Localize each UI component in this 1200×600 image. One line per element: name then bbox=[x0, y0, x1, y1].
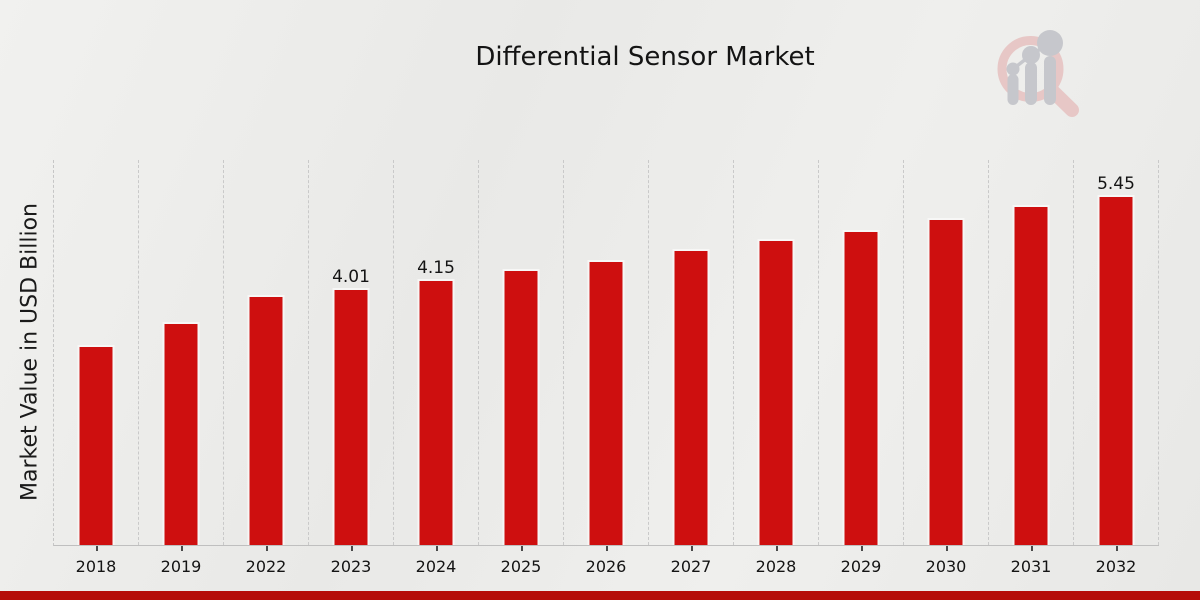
bar-2029 bbox=[842, 229, 880, 545]
x-axis-tick bbox=[861, 546, 863, 551]
bar-2019 bbox=[162, 321, 200, 545]
bar-2023: 4.01 bbox=[332, 267, 370, 545]
x-axis-tick-label: 2022 bbox=[245, 557, 287, 576]
x-axis-tick bbox=[1031, 546, 1033, 551]
category-cell: 2027 bbox=[649, 160, 734, 576]
category-cell: 2031 bbox=[989, 160, 1074, 576]
x-axis-tick bbox=[181, 546, 183, 551]
x-axis-tick bbox=[606, 546, 608, 551]
x-axis-tick-label: 2023 bbox=[330, 557, 372, 576]
category-cell: 2018 bbox=[54, 160, 139, 576]
category-cell: 4.01 2023 bbox=[309, 160, 394, 576]
x-axis-tick-label: 2027 bbox=[670, 557, 712, 576]
x-axis-tick-label: 2026 bbox=[585, 557, 627, 576]
x-axis-tick-label: 2019 bbox=[160, 557, 202, 576]
x-axis-tick bbox=[946, 546, 948, 551]
x-axis-tick-label: 2032 bbox=[1095, 557, 1137, 576]
bar-2022 bbox=[247, 295, 285, 545]
bar-2027 bbox=[672, 249, 710, 545]
growth-bars bbox=[1007, 56, 1056, 105]
bar-2032: 5.45 bbox=[1097, 174, 1135, 545]
bar-value-label: 4.15 bbox=[417, 257, 455, 278]
category-cell: 2030 bbox=[904, 160, 989, 576]
x-axis-tick bbox=[266, 546, 268, 551]
x-axis-tick-label: 2028 bbox=[755, 557, 797, 576]
x-axis-tick bbox=[96, 546, 98, 551]
bar-2030 bbox=[927, 218, 965, 545]
category-cell: 2029 bbox=[819, 160, 904, 576]
bar-2026 bbox=[587, 260, 625, 545]
bar-value-label: 4.01 bbox=[332, 266, 370, 287]
category-cell: 2019 bbox=[139, 160, 224, 576]
magnifier-growth-chart-logo-icon bbox=[997, 30, 1079, 117]
bar-2024: 4.15 bbox=[417, 258, 455, 545]
x-axis-tick bbox=[351, 546, 353, 551]
bar-2025 bbox=[502, 269, 540, 545]
x-axis-tick bbox=[1116, 546, 1118, 551]
category-cell: 2026 bbox=[564, 160, 649, 576]
x-axis-tick bbox=[691, 546, 693, 551]
bar-value-label: 5.45 bbox=[1097, 174, 1135, 195]
category-cell: 5.45 2032 bbox=[1074, 160, 1159, 576]
plot-area: 2018 2019 2022 4.01 2023 4.15 2024 2025 2026 2027… bbox=[53, 160, 1159, 576]
bar-2028 bbox=[757, 238, 795, 545]
x-axis-tick bbox=[436, 546, 438, 551]
y-axis-label: Market Value in USD Billion bbox=[17, 202, 43, 502]
category-cell: 2025 bbox=[479, 160, 564, 576]
category-cell: 2028 bbox=[734, 160, 819, 576]
x-axis-tick-label: 2031 bbox=[1010, 557, 1052, 576]
x-axis-tick-label: 2024 bbox=[415, 557, 457, 576]
bar-2031 bbox=[1012, 204, 1050, 545]
x-axis-tick-label: 2030 bbox=[925, 557, 967, 576]
x-axis-tick-label: 2025 bbox=[500, 557, 542, 576]
growth-line bbox=[1006, 30, 1063, 76]
x-axis-tick bbox=[776, 546, 778, 551]
x-axis-tick-label: 2018 bbox=[75, 557, 117, 576]
x-axis-tick-label: 2029 bbox=[840, 557, 882, 576]
bar-2018 bbox=[77, 345, 115, 545]
chart-title: Differential Sensor Market bbox=[475, 42, 815, 72]
category-cell: 4.15 2024 bbox=[394, 160, 479, 576]
footer-accent-bar bbox=[0, 591, 1200, 600]
x-axis-tick bbox=[521, 546, 523, 551]
category-cell: 2022 bbox=[224, 160, 309, 576]
